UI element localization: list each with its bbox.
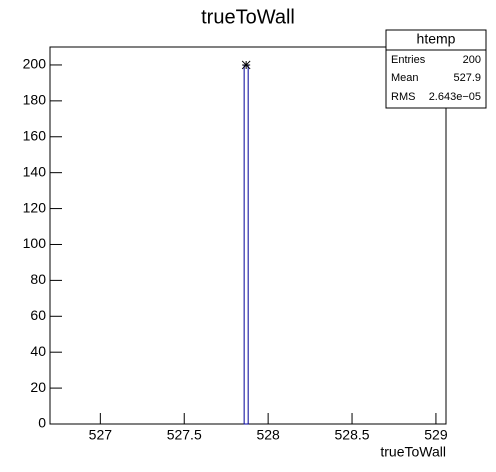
y-tick-label: 140	[23, 163, 47, 179]
y-tick-label: 160	[23, 127, 47, 143]
stats-title: htemp	[417, 31, 456, 47]
marker	[241, 60, 251, 70]
x-tick-label: 527	[89, 427, 113, 443]
x-tick-label: 527.5	[167, 427, 202, 443]
stats-value: 527.9	[453, 72, 481, 84]
y-tick-label: 0	[38, 415, 46, 431]
x-tick-label: 528	[256, 427, 280, 443]
y-tick-label: 20	[30, 379, 46, 395]
y-tick-label: 60	[30, 307, 46, 323]
stats-box	[385, 29, 487, 109]
y-tick-label: 200	[23, 56, 47, 72]
stats-value: 200	[463, 54, 481, 66]
y-tick-label: 120	[23, 199, 47, 215]
y-tick-label: 80	[30, 271, 46, 287]
stats-key: Mean	[391, 72, 419, 84]
stats-value: 2.643e−05	[429, 91, 481, 103]
x-tick-label: 528.5	[335, 427, 370, 443]
x-tick-label: 529	[424, 427, 448, 443]
y-tick-label: 180	[23, 92, 47, 108]
y-tick-label: 100	[23, 235, 47, 251]
stats-key: Entries	[391, 54, 426, 66]
stats-key: RMS	[391, 91, 415, 103]
chart-title: trueToWall	[201, 6, 295, 28]
y-tick-label: 40	[30, 343, 46, 359]
x-axis-label: trueToWall	[380, 444, 446, 460]
